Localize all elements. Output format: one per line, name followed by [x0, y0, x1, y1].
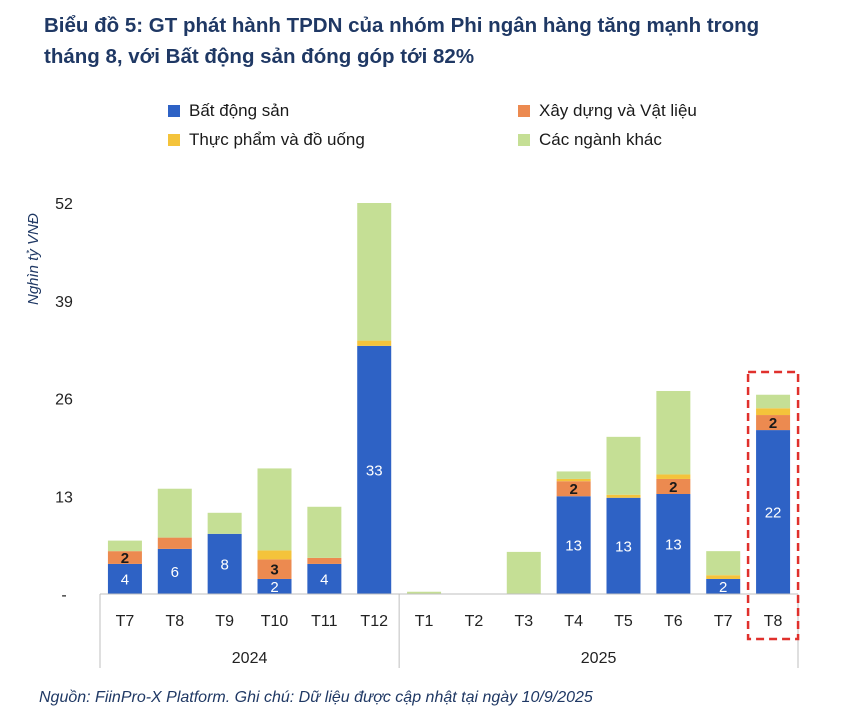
x-tick-label: T7 — [116, 613, 135, 630]
highlight-box — [746, 370, 800, 641]
x-tick-label: T5 — [614, 613, 633, 630]
bar-segment-xd — [307, 557, 342, 564]
data-label: 2 — [719, 579, 727, 596]
legend-swatch-cac-nganh-khac — [518, 134, 530, 146]
y-tick-label: 39 — [55, 294, 73, 311]
bar-segment-bds — [257, 578, 292, 594]
legend-item-cac-nganh-khac: Các ngành khác — [518, 130, 662, 150]
source-note: Nguồn: FiinPro-X Platform. Ghi chú: Dữ l… — [39, 689, 593, 706]
bar-segment-khac — [556, 471, 591, 479]
data-label: 4 — [320, 571, 328, 588]
title-line-1: Biểu đồ 5: GT phát hành TPDN của nhóm Ph… — [44, 14, 760, 37]
data-label: 22 — [765, 505, 782, 522]
bar-segment-tp — [756, 408, 791, 416]
bar-segment-tp — [706, 575, 741, 579]
y-tick-label: 52 — [55, 196, 73, 213]
legend-label-cac-nganh-khac: Các ngành khác — [539, 130, 662, 149]
bar-segment-bds — [207, 533, 242, 594]
bar-segment-bds — [107, 563, 142, 594]
data-label: 4 — [121, 571, 129, 588]
bar-segment-khac — [107, 540, 142, 552]
bar-segment-khac — [307, 506, 342, 558]
x-tick-label: T12 — [360, 613, 388, 630]
data-label: 2 — [569, 481, 577, 498]
bar-segment-khac — [706, 551, 741, 576]
bar-segment-bds — [556, 496, 591, 594]
x-tick-label: T4 — [564, 613, 583, 630]
bar-segment-khac — [606, 436, 641, 495]
data-label: 13 — [615, 538, 632, 555]
x-tick-label: T10 — [261, 613, 289, 630]
y-tick-label: 13 — [55, 489, 73, 506]
legend-item-thuc-pham: Thực phẩm và đồ uống — [168, 130, 365, 150]
bar-segment-bds — [307, 563, 342, 594]
x-tick-label: T1 — [415, 613, 434, 630]
bar-segment-khac — [357, 203, 392, 341]
data-label: 13 — [665, 536, 682, 553]
bar-segment-bds — [357, 345, 392, 594]
bar-segment-bds — [756, 430, 791, 594]
bar-segment-xd — [257, 559, 292, 579]
data-label: 3 — [270, 562, 278, 579]
legend-item-xay-dung: Xây dựng và Vật liệu — [518, 101, 697, 121]
bar-segment-tp — [556, 478, 591, 482]
bar-segment-bds — [606, 497, 641, 594]
bar-segment-tp — [656, 474, 691, 479]
bar-segment-bds — [157, 548, 192, 594]
bar-segment-xd — [556, 481, 591, 497]
data-label: 8 — [220, 556, 228, 573]
year-group-label: 2025 — [581, 650, 617, 667]
legend-swatch-bat-dong-san — [168, 105, 180, 117]
bar-segment-xd — [756, 415, 791, 431]
bar-segment-khac — [656, 390, 691, 475]
bar-segment-bds — [706, 578, 741, 594]
x-tick-label: T8 — [165, 613, 184, 630]
bar-segment-tp — [257, 550, 292, 560]
y-tick-label: - — [61, 587, 66, 604]
x-tick-label: T8 — [764, 613, 783, 630]
legend-item-bat-dong-san: Bất động sản — [168, 101, 289, 121]
data-label: 33 — [366, 462, 383, 479]
data-label: 2 — [769, 415, 777, 432]
data-label: 2 — [669, 479, 677, 496]
bar-segment-xd — [157, 537, 192, 549]
x-tick-label: T11 — [311, 613, 337, 630]
data-label: 6 — [171, 564, 179, 581]
year-group-label: 2024 — [232, 650, 268, 667]
bar-segment-khac — [407, 591, 442, 594]
data-label: 2 — [270, 579, 278, 596]
legend-swatch-xay-dung — [518, 105, 530, 117]
x-tick-label: T3 — [514, 613, 533, 630]
legend-label-bat-dong-san: Bất động sản — [189, 101, 290, 120]
bar-segment-khac — [207, 512, 242, 534]
x-tick-label: T6 — [664, 613, 683, 630]
legend-label-xay-dung: Xây dựng và Vật liệu — [539, 101, 697, 120]
data-label: 2 — [121, 550, 129, 567]
bar-segment-khac — [756, 394, 791, 409]
bar-segment-xd — [107, 551, 142, 564]
bar-segment-xd — [656, 478, 691, 494]
x-tick-label: T7 — [714, 613, 733, 630]
bar-segment-khac — [157, 488, 192, 538]
x-tick-label: T2 — [465, 613, 484, 630]
x-tick-label: T9 — [215, 613, 234, 630]
bar-segment-bds — [656, 493, 691, 594]
title-line-2: tháng 8, với Bất động sản đóng góp tới 8… — [44, 45, 475, 68]
legend-label-thuc-pham: Thực phẩm và đồ uống — [189, 130, 365, 149]
bar-segment-khac — [257, 468, 292, 551]
bar-segment-khac — [506, 551, 541, 594]
data-label: 13 — [565, 538, 582, 555]
bar-segment-tp — [606, 494, 641, 498]
y-tick-label: 26 — [55, 392, 73, 409]
bar-segment-tp — [357, 340, 392, 346]
chart-title: Biểu đồ 5: GT phát hành TPDN của nhóm Ph… — [44, 10, 844, 72]
legend-swatch-thuc-pham — [168, 134, 180, 146]
